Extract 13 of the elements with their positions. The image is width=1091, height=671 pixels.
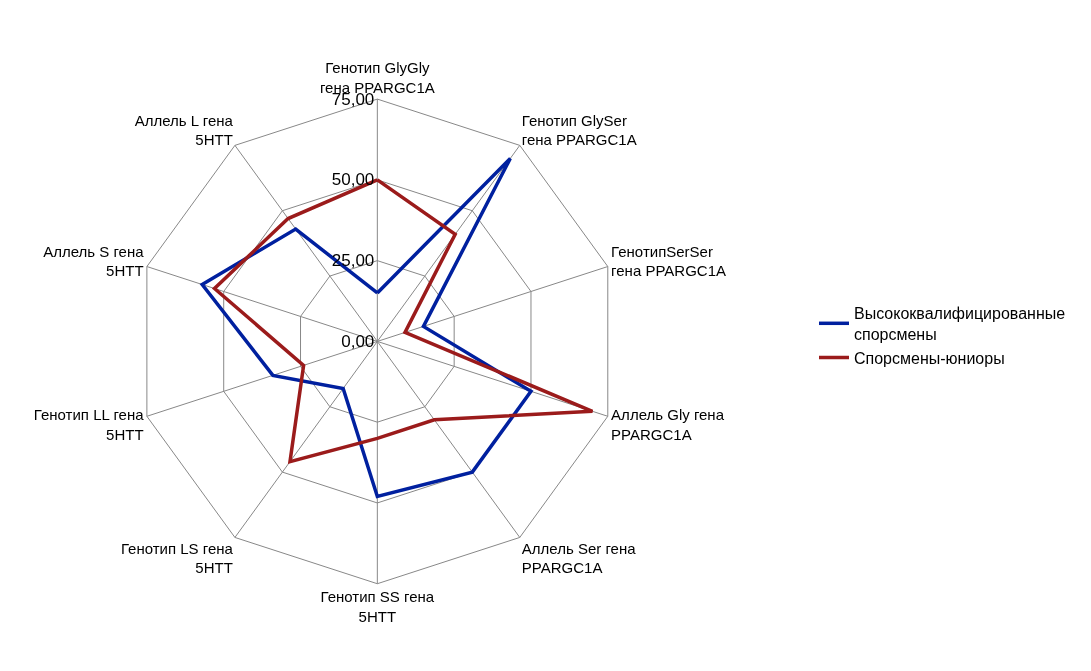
spoke-label: ГенотипSerSer гена PPARGC1A	[611, 242, 726, 280]
y-tick-label: 0,00	[341, 331, 375, 351]
y-tick-label: 50,00	[331, 170, 375, 190]
spoke-label: Генотип LS гена 5HTT	[120, 539, 234, 577]
spoke-label: Генотип LL гена 5HTT	[33, 406, 145, 443]
spoke-label: Генотип GlySer гена PPARGC1A	[521, 111, 637, 149]
spoke-label: Аллель S гена 5HTT	[43, 242, 145, 280]
spoke-label: Генотип SS гена 5HTT	[320, 588, 435, 625]
spoke-label: Аллель Ser гена PPARGC1A	[521, 539, 637, 577]
spoke-label: Аллель L гена 5HTT	[134, 111, 234, 149]
legend-label: Высококвалифицированные спорсмены	[854, 305, 1066, 343]
legend-label: Спорсмены-юниоры	[854, 349, 1005, 367]
spoke-label: Аллель Gly гена PPARGC1A	[611, 406, 725, 443]
